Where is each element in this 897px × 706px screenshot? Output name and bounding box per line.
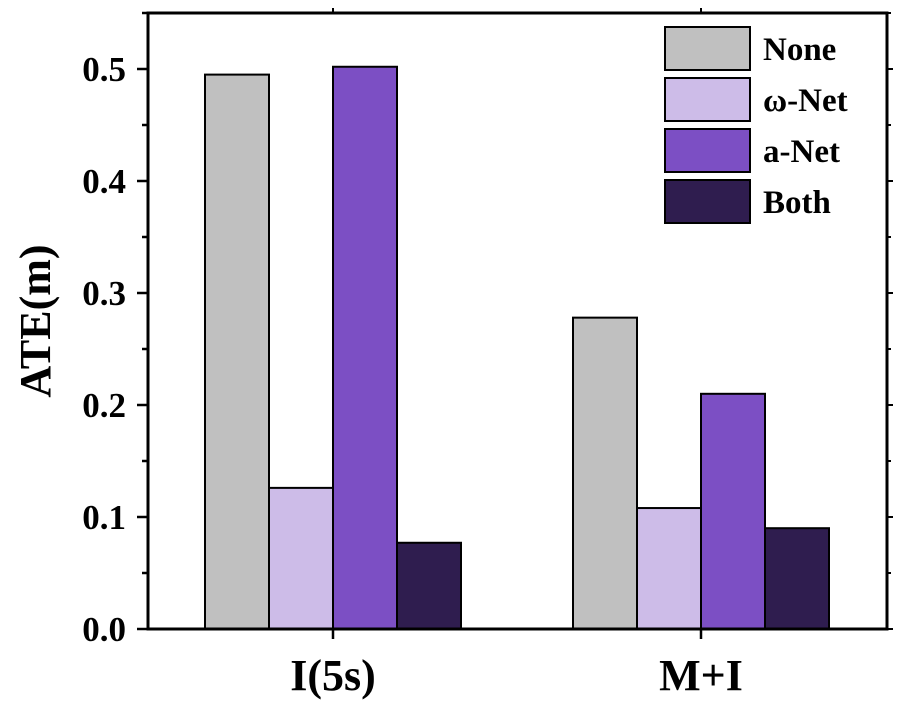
x-tick-label: M+I [659,651,743,700]
legend-swatch [664,77,751,122]
y-tick-label: 0.1 [82,498,126,537]
y-tick-label: 0.0 [82,610,126,649]
legend-label: Both [763,185,831,221]
y-tick-label: 0.5 [82,50,126,89]
bar-2-2 [636,507,702,631]
bar-2-3 [700,392,766,630]
bar-1-2 [268,486,334,630]
y-tick-label: 0.3 [82,274,126,313]
y-axis-label: ATE(m) [11,244,60,397]
legend-label: None [763,32,836,68]
x-axis: I(5s) M+I [290,8,743,700]
bar-2-4 [764,527,830,631]
bar-1-3 [332,65,398,630]
x-tick-label: I(5s) [290,651,376,700]
y-tick-label: 0.2 [82,386,126,425]
bar-2-1 [572,316,638,630]
legend-swatch [664,128,751,173]
bar-1-1 [204,73,270,631]
bar-1-4 [396,541,462,631]
legend-label: ω-Net [763,83,848,119]
legend-swatch [664,179,751,224]
legend: None ω-Net a-Net Both [664,26,848,224]
bars-layer [204,65,830,631]
y-axis: 0.0 0.1 0.2 0.3 0.4 0.5 [82,11,893,649]
y-tick-label: 0.4 [82,162,126,201]
legend-swatch [664,26,751,71]
legend-label: a-Net [763,134,840,170]
plot-frame [146,11,889,631]
